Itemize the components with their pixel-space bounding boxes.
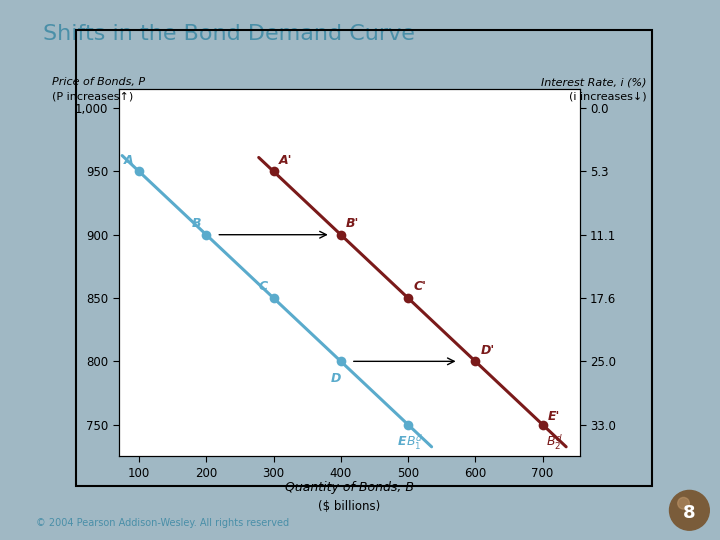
Text: Interest Rate, i (%): Interest Rate, i (%): [541, 77, 647, 87]
Text: E': E': [548, 409, 560, 423]
Text: (P increases↑): (P increases↑): [52, 92, 133, 102]
Text: A': A': [279, 154, 292, 167]
Text: C': C': [413, 280, 426, 293]
Circle shape: [678, 497, 690, 509]
Text: © 2004 Pearson Addison-Wesley. All rights reserved: © 2004 Pearson Addison-Wesley. All right…: [36, 518, 289, 529]
Text: C: C: [258, 280, 268, 293]
Text: Quantity of Bonds, B: Quantity of Bonds, B: [284, 481, 414, 494]
Text: $B_2^d$: $B_2^d$: [546, 433, 563, 451]
Circle shape: [670, 490, 709, 530]
Text: $B_1^d$: $B_1^d$: [406, 433, 423, 451]
Text: A: A: [124, 154, 134, 167]
Text: E: E: [398, 435, 407, 448]
Text: (i increases↓): (i increases↓): [569, 92, 647, 102]
Text: D': D': [481, 344, 495, 357]
Text: Shifts in the Bond Demand Curve: Shifts in the Bond Demand Curve: [43, 24, 415, 44]
Text: B: B: [192, 217, 201, 230]
Text: ($ billions): ($ billions): [318, 500, 380, 512]
Text: Price of Bonds, P: Price of Bonds, P: [52, 77, 145, 87]
Text: B': B': [346, 217, 359, 230]
Text: 8: 8: [683, 504, 696, 522]
Text: D: D: [330, 372, 341, 384]
